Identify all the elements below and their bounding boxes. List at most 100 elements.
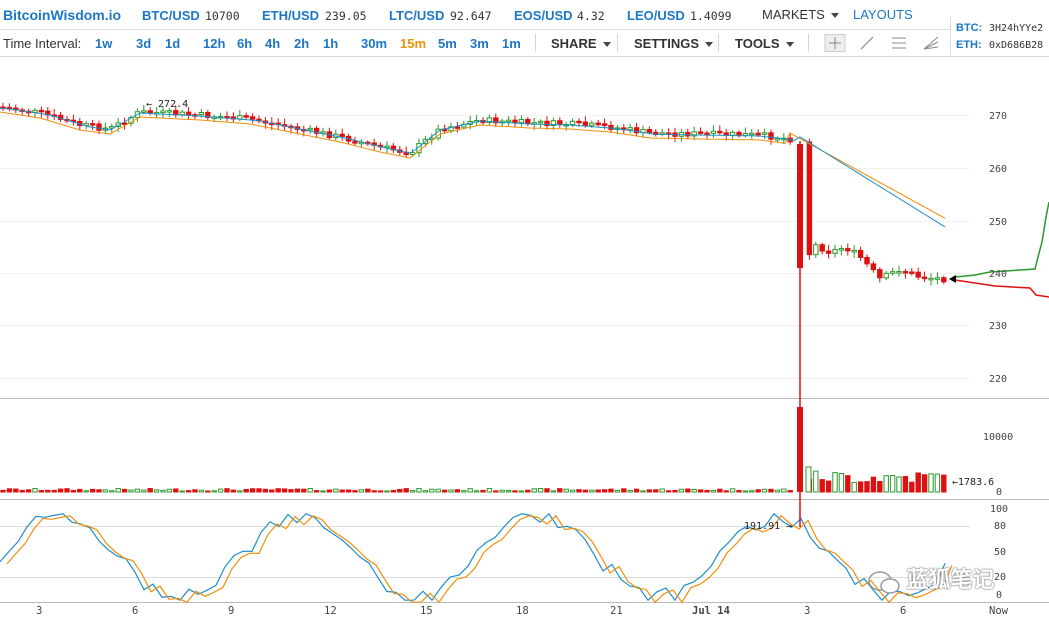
volume-bar [422, 490, 429, 493]
candle-body [96, 123, 102, 131]
candle-body [313, 127, 320, 134]
interval-1h[interactable]: 1h [323, 36, 339, 51]
volume-bar [83, 490, 89, 493]
candle-body [185, 111, 192, 116]
volume-bar [461, 490, 467, 493]
last-price-marker [949, 275, 956, 283]
candle-body [845, 248, 851, 252]
interval-15m[interactable]: 15m [400, 36, 427, 51]
volume-bar [550, 490, 557, 493]
candle-body [512, 119, 518, 124]
horizontal-lines-icon[interactable] [888, 34, 910, 52]
volume-bar [870, 476, 877, 493]
candle-body [838, 248, 845, 251]
candle-body [243, 115, 249, 118]
candle-body [249, 116, 256, 120]
volume-bar [640, 490, 646, 493]
volume-bar [115, 488, 121, 493]
volume-bar [525, 489, 531, 493]
ticker-btc-pair[interactable]: BTC/USD [142, 8, 200, 23]
interval-6h[interactable]: 6h [237, 36, 253, 51]
interval-12h[interactable]: 12h [203, 36, 226, 51]
volume-bar [563, 488, 569, 493]
date-tick: Now [989, 605, 1009, 617]
chevron-down-icon [785, 42, 794, 48]
candle-body [832, 248, 838, 254]
interval-3m[interactable]: 3m [470, 36, 489, 51]
trendline-icon[interactable] [856, 34, 878, 52]
date-tick: 21 [610, 605, 623, 617]
candle-body [685, 131, 691, 137]
ticker-eth-pair[interactable]: ETH/USD [262, 8, 320, 23]
volume-bar [301, 488, 307, 493]
candle-body [909, 271, 915, 274]
osc-tick: 80 [994, 521, 1006, 532]
volume-bar [358, 489, 365, 493]
ticker-leo-pair[interactable]: LEO/USD [627, 8, 685, 23]
date-tick: 6 [900, 605, 906, 617]
volume-bar [531, 488, 537, 493]
share-menu[interactable]: SHARE [551, 36, 611, 51]
volume-bar [390, 489, 397, 493]
volume-bar [889, 475, 896, 493]
candle-body [646, 129, 653, 133]
interval-2h[interactable]: 2h [294, 36, 310, 51]
interval-1m[interactable]: 1m [502, 36, 521, 51]
interval-1d[interactable]: 1d [165, 36, 181, 51]
candle-body [749, 132, 755, 136]
eth-address[interactable]: 0xD686B28 [989, 40, 1044, 51]
volume-bar [230, 489, 237, 493]
btc-address[interactable]: 3H24hYYe2 [989, 23, 1044, 34]
crosshair-icon[interactable] [824, 34, 846, 52]
volume-bar [38, 490, 45, 493]
volume-bar [121, 488, 128, 493]
volume-bar [749, 490, 755, 493]
markets-menu[interactable]: MARKETS [762, 7, 839, 22]
volume-bar [505, 489, 512, 493]
volume-bar [659, 488, 665, 493]
toolbar-divider [808, 34, 809, 52]
volume-bar [102, 489, 109, 493]
ticker-eos-pair[interactable]: EOS/USD [514, 8, 573, 23]
date-tick: Jul 14 [692, 605, 730, 617]
candle-body [38, 109, 45, 113]
settings-menu[interactable]: SETTINGS [634, 36, 714, 51]
candle-body [160, 110, 166, 114]
volume-bar [819, 479, 825, 493]
chart-grid [0, 115, 970, 578]
volume-bar [601, 489, 608, 493]
volume-bar [653, 489, 659, 493]
volume-bar [313, 490, 320, 493]
volume-bar [512, 490, 518, 493]
candle-body [518, 118, 525, 124]
volume-bar [518, 490, 525, 493]
interval-1w[interactable]: 1w [95, 36, 113, 51]
interval-4h[interactable]: 4h [265, 36, 281, 51]
toolbar-divider [617, 34, 618, 52]
volume-bar [614, 489, 621, 493]
volume-bar [499, 489, 505, 493]
interval-3d[interactable]: 3d [136, 36, 152, 51]
interval-30m[interactable]: 30m [361, 36, 388, 51]
price-tick: 270 [989, 111, 1007, 122]
volume-bar [544, 488, 550, 493]
stoch-d-line [6, 514, 953, 604]
ticker-ltc-pair[interactable]: LTC/USD [389, 8, 445, 23]
candle-body [486, 117, 493, 124]
layouts-link[interactable]: LAYOUTS [853, 7, 913, 22]
date-tick: 9 [228, 605, 234, 617]
candle-body [493, 117, 499, 124]
brand-logo[interactable]: BitcoinWisdom.io [3, 7, 122, 23]
candle-body [557, 120, 563, 126]
interval-5m[interactable]: 5m [438, 36, 457, 51]
candle-body [589, 122, 595, 126]
tools-menu[interactable]: TOOLS [735, 36, 794, 51]
volume-bar [179, 490, 185, 493]
volume-bar [294, 488, 301, 493]
price-chart[interactable]: 270 260 250 240 230 220 10000 0 100 80 5… [0, 57, 1049, 622]
volume-bar [729, 488, 736, 493]
fibonacci-fan-icon[interactable] [920, 34, 942, 52]
volume-series [0, 407, 947, 493]
candle-body [454, 126, 461, 129]
volume-bar [697, 489, 704, 493]
